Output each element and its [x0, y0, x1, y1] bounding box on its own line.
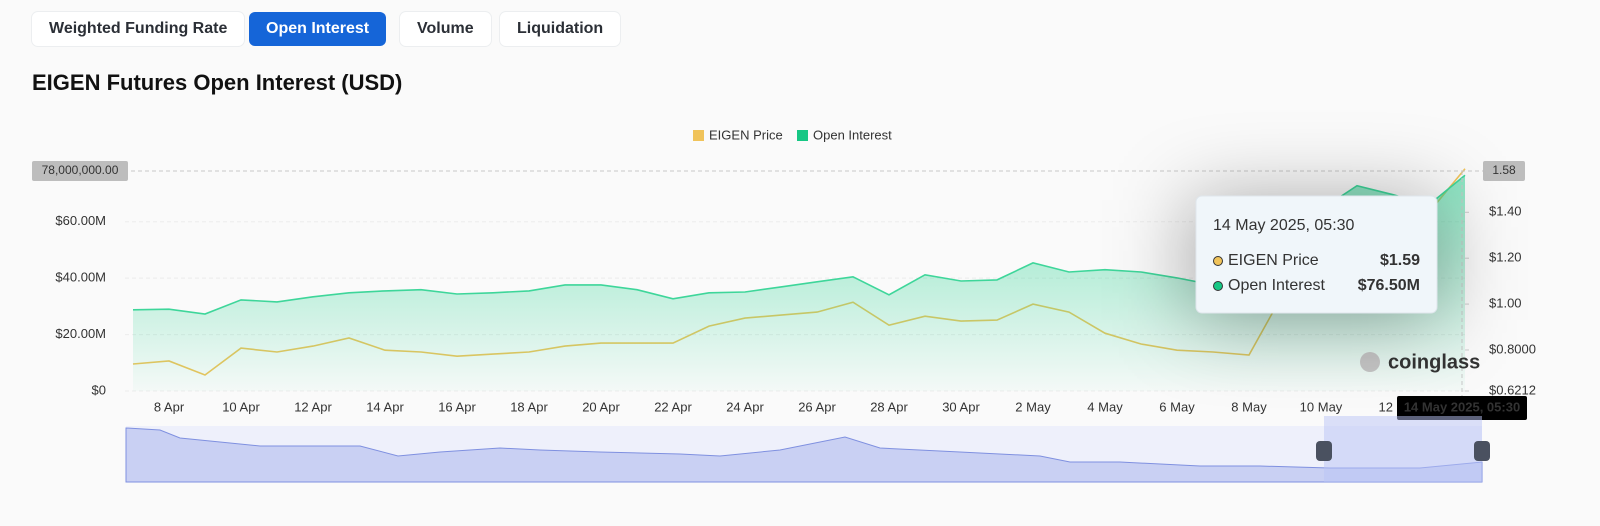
crosshair-label-bg — [1397, 396, 1527, 420]
tooltip-value: $76.50M — [1358, 277, 1420, 294]
tooltip-dot — [1213, 281, 1223, 291]
y-tick-label: $60.00M — [55, 213, 106, 228]
tooltip-title: 14 May 2025, 05:30 — [1213, 217, 1355, 234]
x-tick-label: 20 Apr — [582, 399, 620, 414]
y2-tick-label: $0.6212 — [1489, 382, 1536, 397]
x-tick-label: 8 Apr — [154, 399, 185, 414]
x-tick-label: 8 May — [1231, 399, 1267, 414]
crosshair-x-label: 14 May 2025, 05:30 — [1404, 399, 1520, 414]
watermark: coinglass — [1388, 351, 1480, 373]
y2-tick-label: $1.20 — [1489, 250, 1522, 265]
navigator-handle[interactable] — [1316, 441, 1332, 461]
y2-tick-label: $1.00 — [1489, 296, 1522, 311]
tab[interactable]: Weighted Funding Rate — [32, 12, 245, 46]
crosshair-label-bg — [32, 161, 128, 181]
plot-area: $0 $20.00M $40.00M $60.00M $0.6212 $0.8000 $1.… — [32, 127, 1536, 420]
tab[interactable]: Liquidation — [500, 12, 621, 46]
x-tick-label: 2 May — [1015, 399, 1051, 414]
crosshair-y-label: 78,000,000.00 — [42, 163, 119, 177]
x-tick-label: 12 Apr — [294, 399, 332, 414]
x-tick-label: 26 Apr — [798, 399, 836, 414]
x-tick-label: 4 May — [1087, 399, 1123, 414]
x-tick-label: 18 Apr — [510, 399, 548, 414]
chart-title: EIGEN Futures Open Interest (USD) — [32, 70, 403, 95]
tooltip-value: $1.59 — [1380, 252, 1420, 269]
navigator-selection — [1324, 416, 1482, 482]
y-tick-label: $40.00M — [55, 270, 106, 285]
x-tick-label: 28 Apr — [870, 399, 908, 414]
crosshair-label-bg — [1483, 161, 1525, 181]
legend-swatch — [797, 130, 808, 141]
y-tick-label: $20.00M — [55, 326, 106, 341]
x-tick-label: 22 Apr — [654, 399, 692, 414]
x-tick-label: 16 Apr — [438, 399, 476, 414]
legend-label: EIGEN Price — [709, 127, 783, 142]
x-tick-label: 10 May — [1300, 399, 1343, 414]
tab[interactable]: Volume — [400, 12, 491, 46]
legend-swatch — [693, 130, 704, 141]
navigator-handle[interactable] — [1474, 441, 1490, 461]
tooltip-label: EIGEN Price — [1228, 252, 1319, 269]
y2-tick-label: $0.8000 — [1489, 341, 1536, 356]
watermark-logo — [1360, 352, 1380, 372]
crosshair-y2-label: 1.58 — [1492, 163, 1516, 177]
tooltip-label: Open Interest — [1228, 277, 1326, 294]
x-tick-label: 10 Apr — [222, 399, 260, 414]
tooltip — [1195, 195, 1438, 314]
x-tick-label: 24 Apr — [726, 399, 764, 414]
tooltip-dot — [1213, 256, 1223, 266]
x-tick-label: 30 Apr — [942, 399, 980, 414]
area — [133, 175, 1465, 391]
y2-tick-label: $1.40 — [1489, 204, 1522, 219]
tab[interactable]: Open Interest — [249, 12, 387, 46]
legend-label: Open Interest — [813, 127, 892, 142]
x-tick-label: 6 May — [1159, 399, 1195, 414]
x-tick-label: 14 Apr — [366, 399, 404, 414]
y-tick-label: $0 — [92, 382, 106, 397]
